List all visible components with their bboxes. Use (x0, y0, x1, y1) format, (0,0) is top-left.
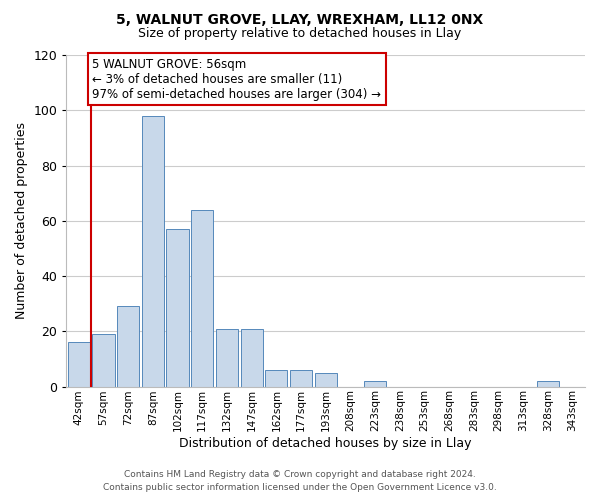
Bar (92, 334, 115, 386)
Bar (241, 328, 263, 386)
Bar (537, 381, 559, 386)
Text: Contains HM Land Registry data © Crown copyright and database right 2024.
Contai: Contains HM Land Registry data © Crown c… (103, 470, 497, 492)
Y-axis label: Number of detached properties: Number of detached properties (15, 122, 28, 320)
Text: Size of property relative to detached houses in Llay: Size of property relative to detached ho… (139, 28, 461, 40)
Bar (191, 210, 214, 386)
Text: 5, WALNUT GROVE, LLAY, WREXHAM, LL12 0NX: 5, WALNUT GROVE, LLAY, WREXHAM, LL12 0NX (116, 12, 484, 26)
Bar (166, 229, 188, 386)
Bar (216, 328, 238, 386)
Bar (142, 116, 164, 386)
Bar (364, 381, 386, 386)
Bar (265, 370, 287, 386)
Bar (290, 370, 312, 386)
Bar (314, 372, 337, 386)
Bar (117, 306, 139, 386)
X-axis label: Distribution of detached houses by size in Llay: Distribution of detached houses by size … (179, 437, 472, 450)
Text: 5 WALNUT GROVE: 56sqm
← 3% of detached houses are smaller (11)
97% of semi-detac: 5 WALNUT GROVE: 56sqm ← 3% of detached h… (92, 58, 382, 101)
Bar (68, 342, 90, 386)
